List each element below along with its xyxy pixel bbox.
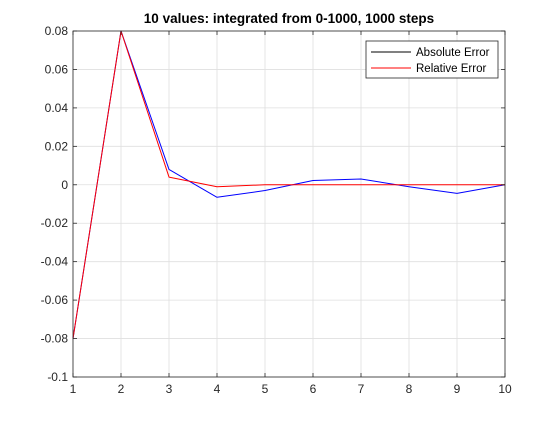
x-tick-label: 4 xyxy=(214,382,221,396)
y-tick-label: 0.06 xyxy=(45,62,69,76)
x-tick-label: 7 xyxy=(358,382,365,396)
x-tick-label: 5 xyxy=(262,382,269,396)
y-tick-label: 0 xyxy=(61,178,68,192)
x-tick-label: 1 xyxy=(70,382,77,396)
y-tick-label: -0.1 xyxy=(47,370,68,384)
y-tick-label: -0.06 xyxy=(41,293,69,307)
legend-label-relative-error: Relative Error xyxy=(416,63,486,75)
tick-layer xyxy=(72,30,506,378)
absolute-error-line xyxy=(72,30,506,339)
x-tick-label: 8 xyxy=(406,382,413,396)
x-tick-label: 3 xyxy=(166,382,173,396)
y-tick-label: 0.04 xyxy=(45,101,69,115)
y-tick-label: 0.02 xyxy=(45,139,69,153)
y-tick-label: -0.08 xyxy=(41,332,69,346)
series-layer xyxy=(72,30,506,339)
y-tick-label: -0.02 xyxy=(41,216,69,230)
axes-box xyxy=(72,30,506,378)
legend-box xyxy=(365,40,499,79)
legend: Absolute Error Relative Error xyxy=(365,40,499,79)
plot-area xyxy=(73,31,505,377)
tick-label-layer: 1 2 3 4 5 6 7 8 9 10 -0.1 -0.08 -0.06 -0.04 -0.02 0 0.02… xyxy=(41,24,512,396)
legend-label-absolute-error: Absolute Error xyxy=(416,47,490,59)
y-tick-label: 0.08 xyxy=(45,24,69,38)
x-tick-label: 10 xyxy=(498,382,512,396)
chart-title: 10 values: integrated from 0-1000, 1000 … xyxy=(144,11,434,26)
x-tick-label: 2 xyxy=(118,382,125,396)
x-tick-label: 6 xyxy=(310,382,317,396)
relative-error-line xyxy=(72,30,505,339)
x-tick-label: 9 xyxy=(454,382,461,396)
y-tick-label: -0.04 xyxy=(41,255,69,269)
